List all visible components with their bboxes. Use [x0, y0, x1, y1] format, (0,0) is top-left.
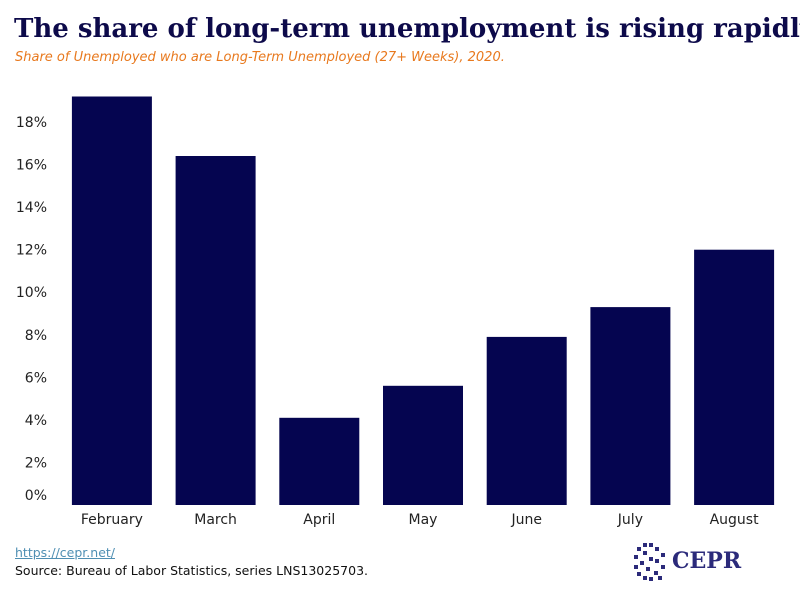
- source-link[interactable]: https://cepr.net/: [15, 545, 115, 560]
- bar-march: [175, 156, 256, 505]
- bar-april: [279, 417, 360, 505]
- x-tick-label: April: [303, 512, 335, 528]
- x-tick-label: February: [81, 512, 143, 528]
- y-tick-label: 4%: [25, 413, 47, 429]
- y-tick-label: 12%: [16, 243, 47, 259]
- y-tick-label: 14%: [16, 200, 47, 216]
- x-tick-label: August: [710, 512, 760, 528]
- chart-subtitle: Share of Unemployed who are Long-Term Un…: [15, 50, 505, 65]
- bar-july: [590, 307, 671, 505]
- source-note: Source: Bureau of Labor Statistics, seri…: [15, 563, 368, 578]
- y-tick-label: 10%: [16, 285, 47, 301]
- bar-august: [694, 249, 775, 505]
- x-tick-label: July: [617, 512, 643, 528]
- x-tick-label: March: [194, 512, 237, 528]
- bar-may: [383, 385, 463, 505]
- cepr-logo-icon: [634, 543, 665, 581]
- y-tick-label: 8%: [25, 328, 47, 344]
- x-tick-label: June: [510, 512, 542, 528]
- y-tick-label: 16%: [16, 158, 47, 174]
- y-tick-label: 6%: [25, 370, 47, 386]
- y-tick-label: 0%: [25, 488, 47, 504]
- cepr-logo-text: CEPR: [672, 548, 742, 574]
- bar-chart: 0% 2% 4% 6% 8% 10% 12% 14% 16% 18% February March Ap…: [16, 96, 775, 528]
- x-tick-label: May: [409, 512, 438, 528]
- bar-february: [71, 96, 152, 505]
- chart-title: The share of long-term unemployment is r…: [14, 14, 800, 44]
- y-tick-label: 2%: [25, 455, 47, 471]
- cepr-logo: CEPR: [632, 542, 752, 582]
- bar-june: [486, 336, 567, 505]
- y-tick-label: 18%: [16, 115, 47, 131]
